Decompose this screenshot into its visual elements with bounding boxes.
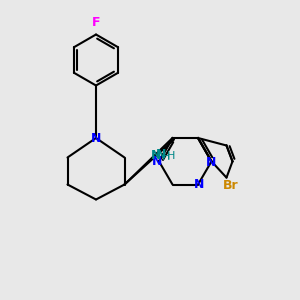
Text: Br: Br bbox=[223, 178, 239, 192]
Text: H: H bbox=[167, 151, 175, 161]
Text: N: N bbox=[194, 178, 205, 191]
Text: N: N bbox=[156, 148, 166, 161]
Text: H: H bbox=[161, 152, 170, 162]
Text: N: N bbox=[152, 155, 162, 168]
Text: N: N bbox=[151, 149, 161, 162]
Text: F: F bbox=[92, 16, 100, 29]
Text: N: N bbox=[206, 156, 217, 170]
Text: N: N bbox=[91, 131, 101, 145]
